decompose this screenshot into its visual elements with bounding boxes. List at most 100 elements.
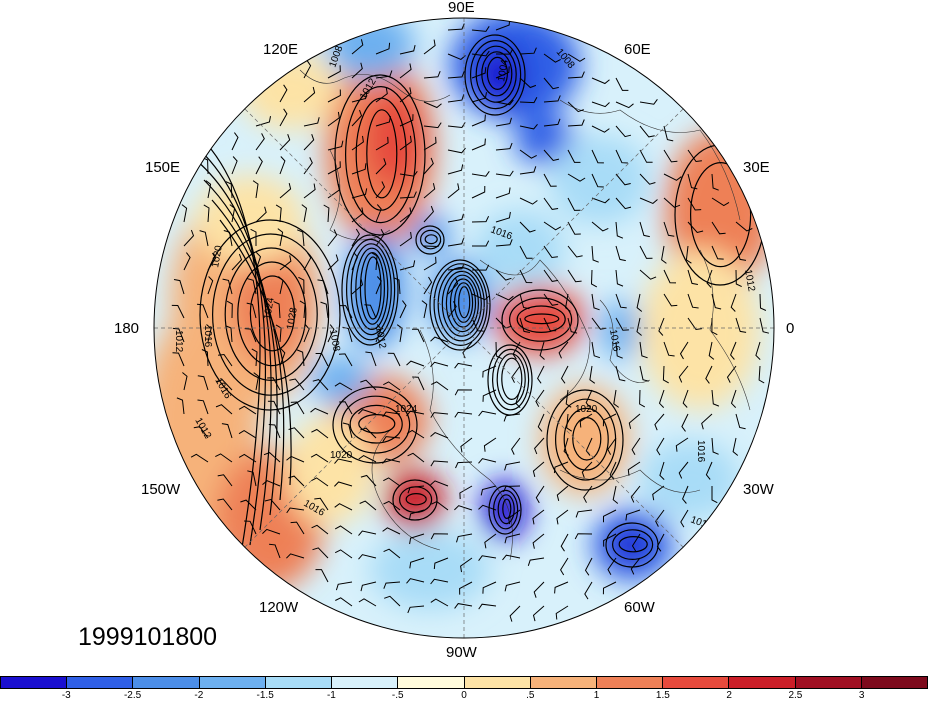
wind-barb [478,603,497,610]
wind-barb [708,341,715,360]
pressure-contour [187,139,267,546]
wind-barb [567,71,585,79]
wind-barb [311,477,329,487]
wind-barb [423,136,437,151]
wind-barb [543,95,561,103]
pressure-contour [563,407,609,471]
wind-barb [591,125,610,133]
date-label: 1999101800 [78,623,218,651]
wind-barb [360,581,377,592]
colorbar-tick-label: -.5 [391,690,404,701]
wind-barb [579,413,593,428]
wind-barb [511,437,521,455]
wind-barb [581,461,593,478]
wind-barb [399,63,412,79]
wind-barb [290,401,305,415]
wind-barb [567,149,581,163]
wind-barb [193,426,209,439]
wind-barb [382,411,401,418]
wind-barb [639,197,658,204]
wind-barb [375,276,382,295]
pressure-contour [392,479,438,521]
wind-barb [454,603,473,609]
wind-barb [303,157,313,175]
colorbar-segment [67,677,134,688]
wind-barb [279,108,288,127]
wind-barb [639,245,653,259]
wind-barbs [171,19,770,622]
wind-barb [471,185,486,199]
contour-label: 1012 [742,269,757,293]
wind-barb [447,237,465,247]
pressure-contour [429,259,491,351]
map-border [153,17,775,639]
wind-barb [197,375,209,391]
wind-barb [433,557,449,570]
wind-barb [639,221,650,238]
wind-barb [182,372,188,391]
wind-barb [399,135,412,151]
wind-barb [591,101,610,108]
wind-barb [207,252,217,271]
wind-barb [299,300,306,319]
wind-barb [462,341,473,359]
wind-barb [263,452,281,463]
colorbar-tick-label: -2.5 [123,690,142,701]
wind-barb [288,427,305,439]
wind-barb [199,230,209,247]
wind-barb [711,317,718,336]
wind-barb [678,365,689,383]
wind-barb [515,389,521,408]
wind-barb [627,461,641,476]
wind-barb [358,554,377,560]
pressure-contour [341,395,411,454]
wind-barb [543,293,559,306]
wind-barb [519,317,530,333]
wind-barb [311,524,329,535]
wind-barb [607,437,617,455]
anomaly-blob [515,115,575,165]
wind-barb [459,581,473,595]
colorbar-tick-label: 3 [858,690,865,701]
wind-barb [290,521,305,535]
pressure-contour [249,275,295,352]
lon-label-60e: 60E [624,41,651,58]
wind-barb [519,47,537,55]
pressure-contour [424,234,438,245]
wind-barb [303,117,320,127]
wind-barb [630,557,641,575]
wind-barb [327,324,335,343]
wind-barb [431,381,449,391]
pressure-contour [219,219,292,486]
pressure-contour [496,353,526,406]
wind-barb [409,557,425,569]
wind-barb [652,485,665,501]
wind-barb [399,207,412,223]
wind-barb [603,533,617,547]
wind-barb [711,437,719,455]
wind-barb [563,437,569,456]
wind-barb [661,245,667,264]
pressure-contour [332,386,418,464]
wind-barb [382,527,401,535]
wind-barb [459,485,473,500]
graticule [154,18,774,638]
wind-barb [303,183,316,199]
wind-barb [334,382,353,391]
pressure-contour [359,251,385,325]
wind-barb [687,269,698,285]
wind-barb [478,410,497,417]
wind-barb [365,351,377,367]
colorbar-tick-label: 2.5 [788,690,803,701]
wind-barb [560,365,569,384]
wind-barb [335,597,353,607]
wind-barb [430,412,449,418]
anomaly-blob [495,285,585,355]
wind-barb [543,173,557,187]
anomaly-blob [365,90,425,190]
wind-barb [411,328,425,343]
wind-barb [384,595,401,607]
wind-barb [480,485,497,496]
wind-barb [460,557,473,573]
wind-barb [759,317,770,334]
